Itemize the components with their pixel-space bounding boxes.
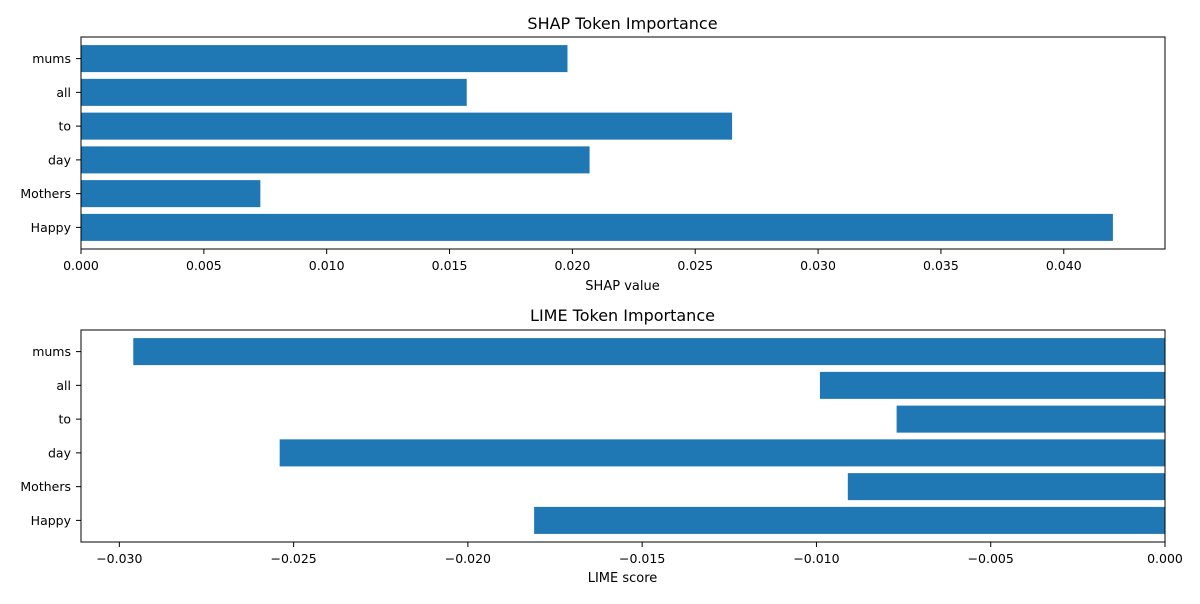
lime-category-label-day: day bbox=[48, 445, 72, 460]
shap-category-label-to: to bbox=[58, 119, 71, 134]
shap-x-tick-label: 0.005 bbox=[186, 258, 222, 273]
lime-x-tick-label: 0.000 bbox=[1147, 551, 1183, 566]
shap-bar-all bbox=[81, 78, 467, 106]
lime-x-tick-label: −0.005 bbox=[968, 551, 1014, 566]
shap-category-label-day: day bbox=[48, 152, 72, 167]
shap-x-axis-label: SHAP value bbox=[585, 279, 659, 294]
lime-category-label-mothers: Mothers bbox=[20, 479, 71, 494]
lime-x-tick-label: −0.010 bbox=[793, 551, 839, 566]
lime-category-label-all: all bbox=[56, 378, 71, 393]
shap-x-tick-label: 0.025 bbox=[677, 258, 713, 273]
lime-category-label-happy: Happy bbox=[31, 513, 72, 528]
lime-bar-mums bbox=[133, 338, 1165, 366]
lime-plot-frame bbox=[80, 329, 1166, 543]
lime-category-label-mums: mums bbox=[32, 344, 71, 359]
shap-x-tick-label: 0.015 bbox=[432, 258, 468, 273]
shap-bar-happy bbox=[81, 213, 1113, 241]
lime-x-tick-label: −0.020 bbox=[445, 551, 491, 566]
shap-x-tick-label: 0.020 bbox=[554, 258, 590, 273]
shap-category-label-happy: Happy bbox=[31, 220, 72, 235]
shap-x-tick-label: 0.010 bbox=[309, 258, 345, 273]
shap-plot-frame bbox=[80, 36, 1166, 250]
lime-category-label-to: to bbox=[58, 412, 71, 427]
lime-bar-to bbox=[896, 405, 1165, 433]
lime-bar-day bbox=[279, 439, 1165, 467]
lime-bar-happy bbox=[534, 506, 1165, 534]
lime-chart-title: LIME Token Importance bbox=[530, 306, 715, 325]
shap-x-tick-label: 0.035 bbox=[923, 258, 959, 273]
shap-x-tick-label: 0.030 bbox=[800, 258, 836, 273]
shap-category-label-all: all bbox=[56, 85, 71, 100]
lime-x-axis-label: LIME score bbox=[588, 571, 658, 586]
lime-x-tick-label: −0.030 bbox=[96, 551, 142, 566]
shap-bar-mothers bbox=[81, 180, 261, 208]
shap-chart: SHAP Token Importance SHAP value 0.000 0.… bbox=[20, 14, 1166, 294]
shap-bar-to bbox=[81, 112, 733, 140]
shap-bar-mums bbox=[81, 45, 568, 73]
shap-chart-title: SHAP Token Importance bbox=[527, 14, 717, 33]
lime-bar-mothers bbox=[847, 473, 1165, 501]
lime-bar-all bbox=[819, 371, 1165, 399]
lime-x-tick-label: −0.025 bbox=[270, 551, 316, 566]
lime-chart: LIME Token Importance LIME score −0.030 −… bbox=[20, 306, 1183, 586]
shap-x-tick-label: 0.040 bbox=[1046, 258, 1082, 273]
shap-bar-day bbox=[81, 146, 590, 174]
lime-x-tick-label: −0.015 bbox=[619, 551, 665, 566]
shap-x-tick-label: 0.000 bbox=[63, 258, 99, 273]
shap-category-label-mothers: Mothers bbox=[20, 186, 71, 201]
shap-category-label-mums: mums bbox=[32, 51, 71, 66]
